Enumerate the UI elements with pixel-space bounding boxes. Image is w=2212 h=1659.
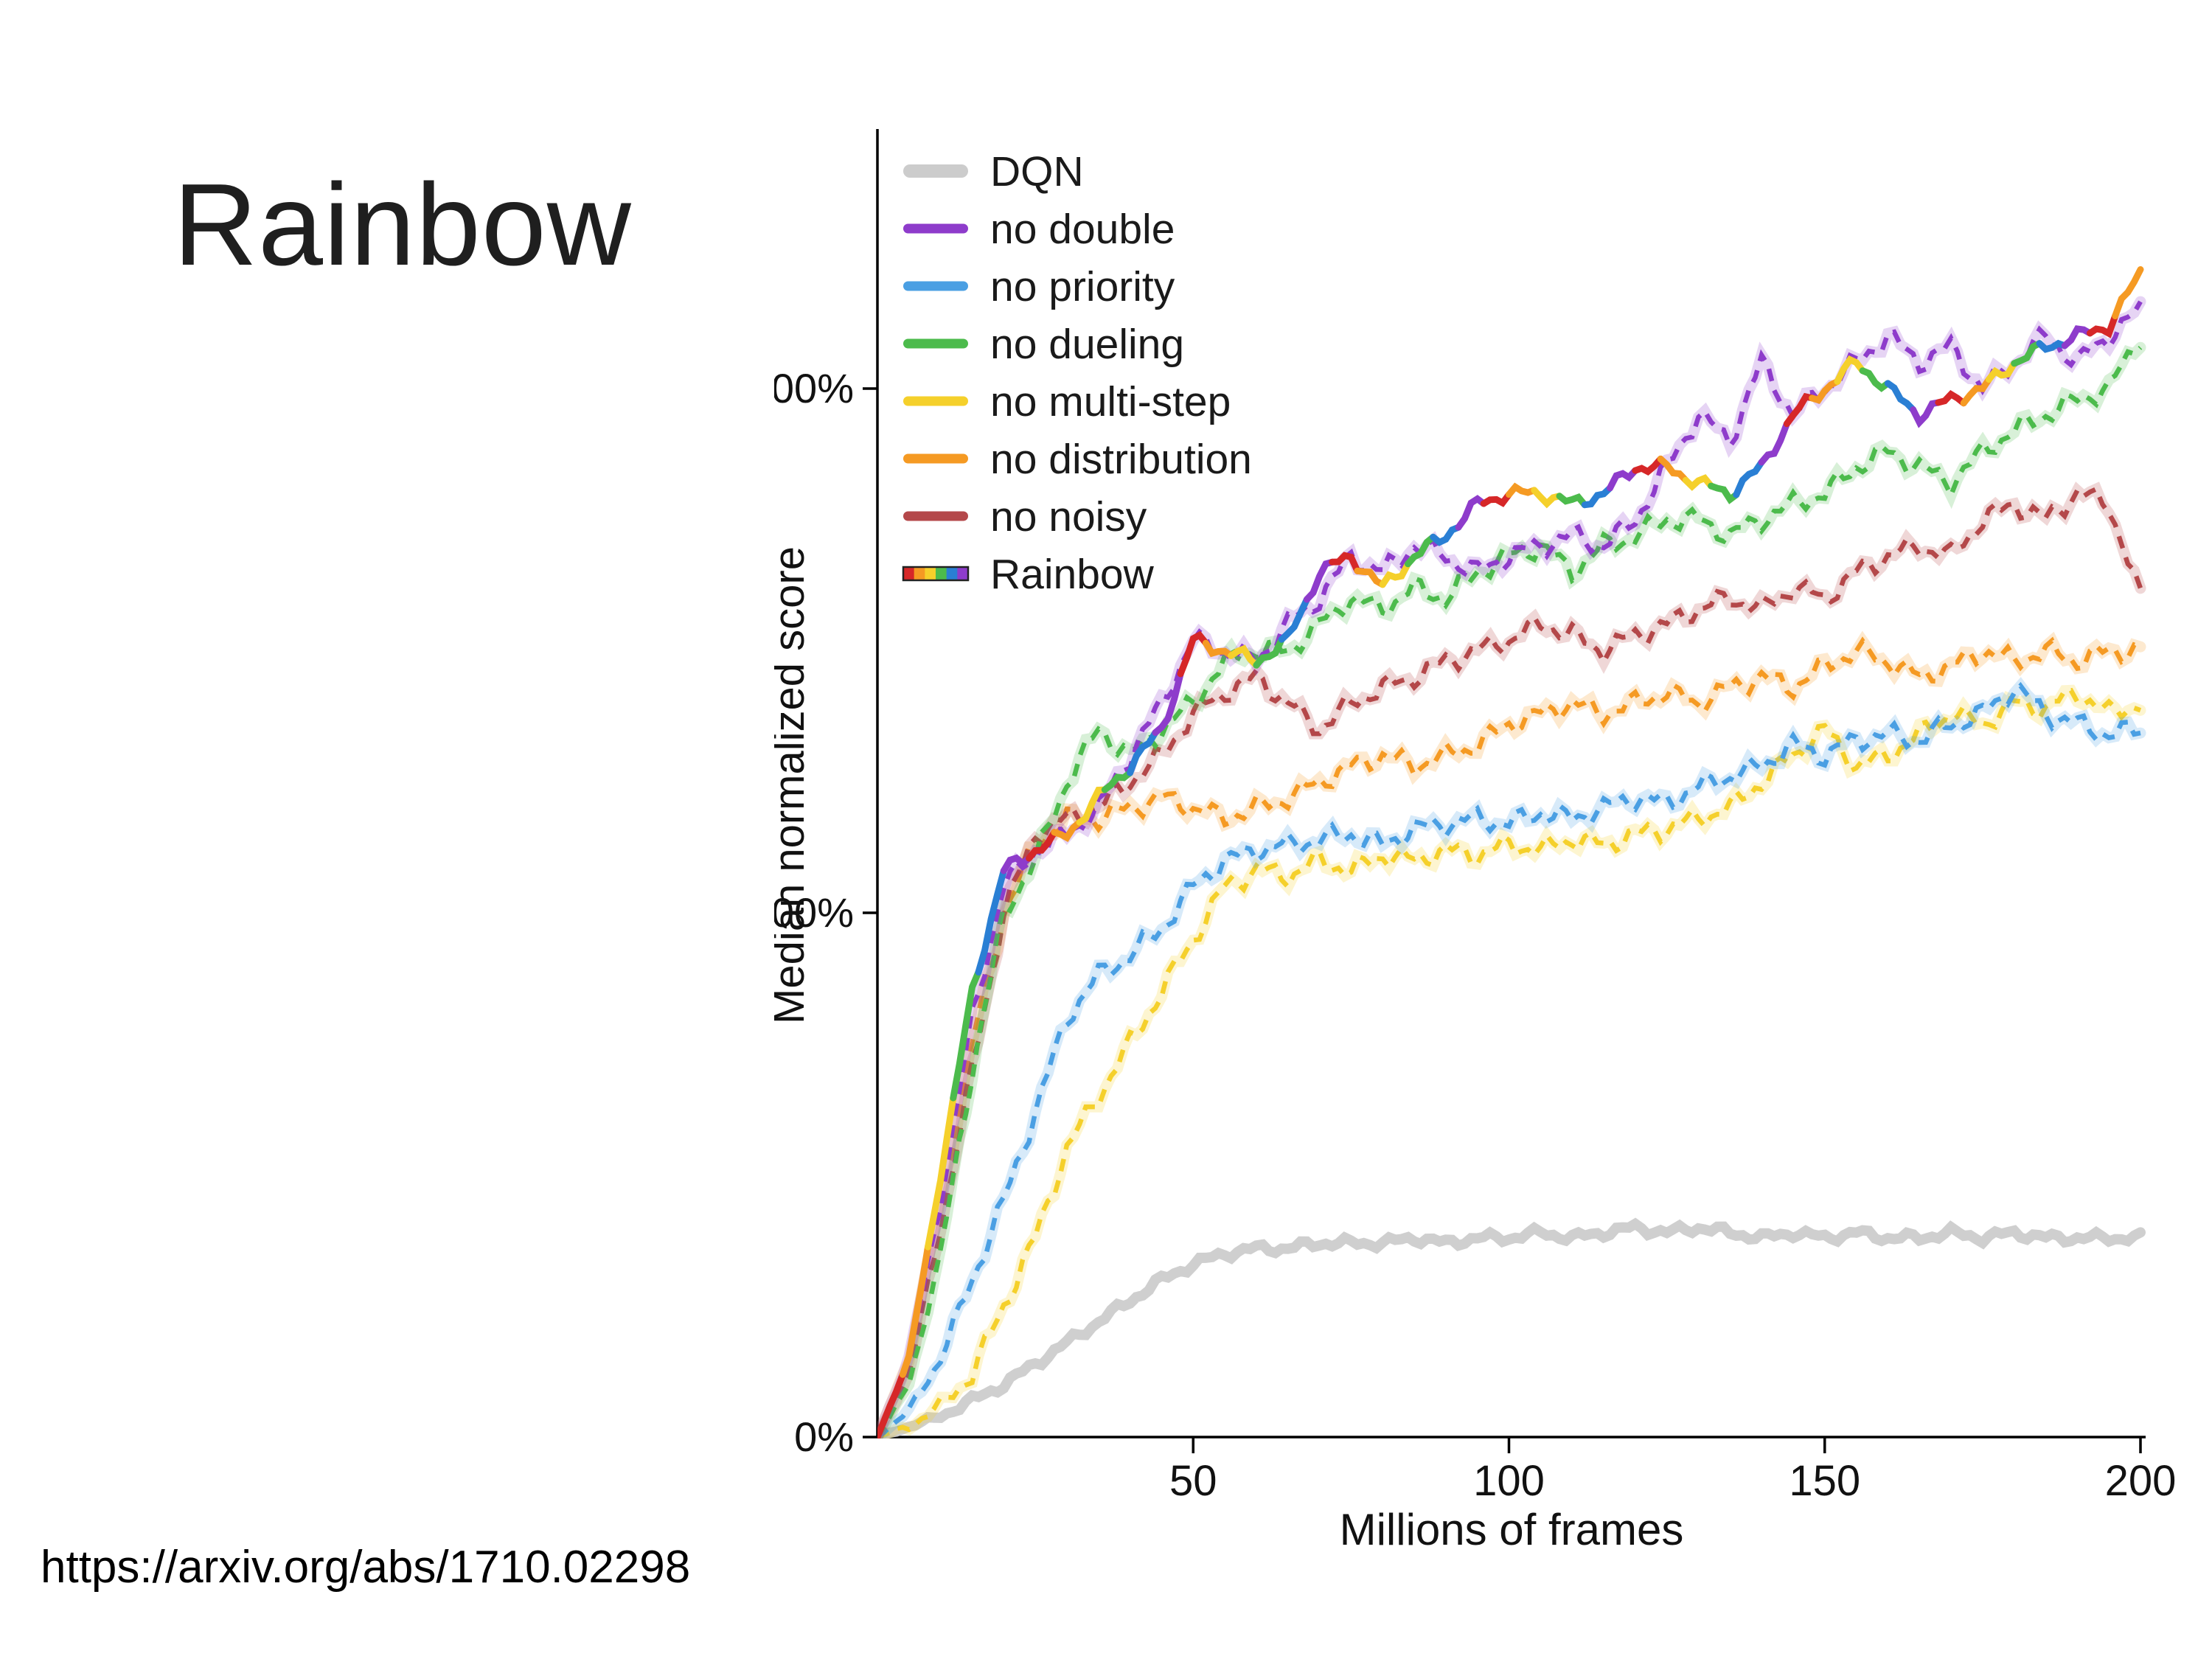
legend-label: no noisy (990, 493, 1147, 540)
legend-swatch (903, 511, 968, 521)
legend: DQN no double no priority no dueling no mult… (902, 148, 1252, 598)
series-no-noisy (877, 481, 2146, 1439)
legend-label: DQN (990, 148, 1084, 195)
legend-item: no noisy (903, 493, 1147, 540)
x-axis-label: Millions of frames (1340, 1505, 1684, 1554)
legend-item: no double (903, 206, 1175, 253)
legend-swatch (903, 396, 968, 406)
legend-item: no priority (903, 263, 1175, 310)
legend-label: Rainbow (990, 551, 1155, 598)
series-no-priority (877, 677, 2146, 1439)
rainbow-swatch-outline (902, 566, 970, 582)
legend-label: no double (990, 206, 1175, 253)
rainbow-swatch-segment (925, 567, 936, 580)
legend-item: no distribution (903, 436, 1252, 483)
legend-item: Rainbow (902, 551, 1155, 598)
series-no-double (877, 296, 2146, 1439)
x-tick-label: 200 (2105, 1457, 2175, 1505)
series-rainbow (877, 266, 2144, 1439)
series-no-dueling (877, 341, 2146, 1439)
rainbow-swatch-segment (936, 567, 947, 580)
legend-item: no dueling (903, 321, 1184, 368)
series-no-distribution (877, 630, 2146, 1439)
legend-swatch (903, 453, 968, 464)
rainbow-swatch-segment (903, 567, 915, 580)
rainbow-swatch-segment (957, 567, 969, 580)
series-no-multi-step (877, 684, 2146, 1439)
legend-label: no multi-step (990, 378, 1231, 425)
legend-item: DQN (903, 148, 1084, 195)
series-DQN (877, 1217, 2146, 1439)
legend-swatch (903, 281, 968, 291)
legend-label: no dueling (990, 321, 1184, 368)
legend-swatch (903, 223, 968, 234)
plot-area (877, 266, 2146, 1439)
legend-swatch (903, 338, 968, 349)
legend-swatch (903, 164, 968, 178)
y-axis-label: Median normalized score (774, 546, 813, 1024)
rainbow-swatch-segment (914, 567, 925, 580)
y-tick-label: 0% (794, 1413, 854, 1460)
page-title: Rainbow (173, 160, 632, 290)
x-tick-label: 50 (1169, 1457, 1217, 1505)
legend-item: no multi-step (903, 378, 1231, 425)
legend-label: no priority (990, 263, 1175, 310)
y-tick-label: 200% (774, 365, 854, 411)
source-url: https://arxiv.org/abs/1710.02298 (41, 1542, 691, 1593)
rainbow-swatch-segment (946, 567, 958, 580)
legend-label: no distribution (990, 436, 1252, 483)
x-tick-label: 150 (1789, 1457, 1860, 1505)
x-tick-label: 100 (1473, 1457, 1545, 1505)
